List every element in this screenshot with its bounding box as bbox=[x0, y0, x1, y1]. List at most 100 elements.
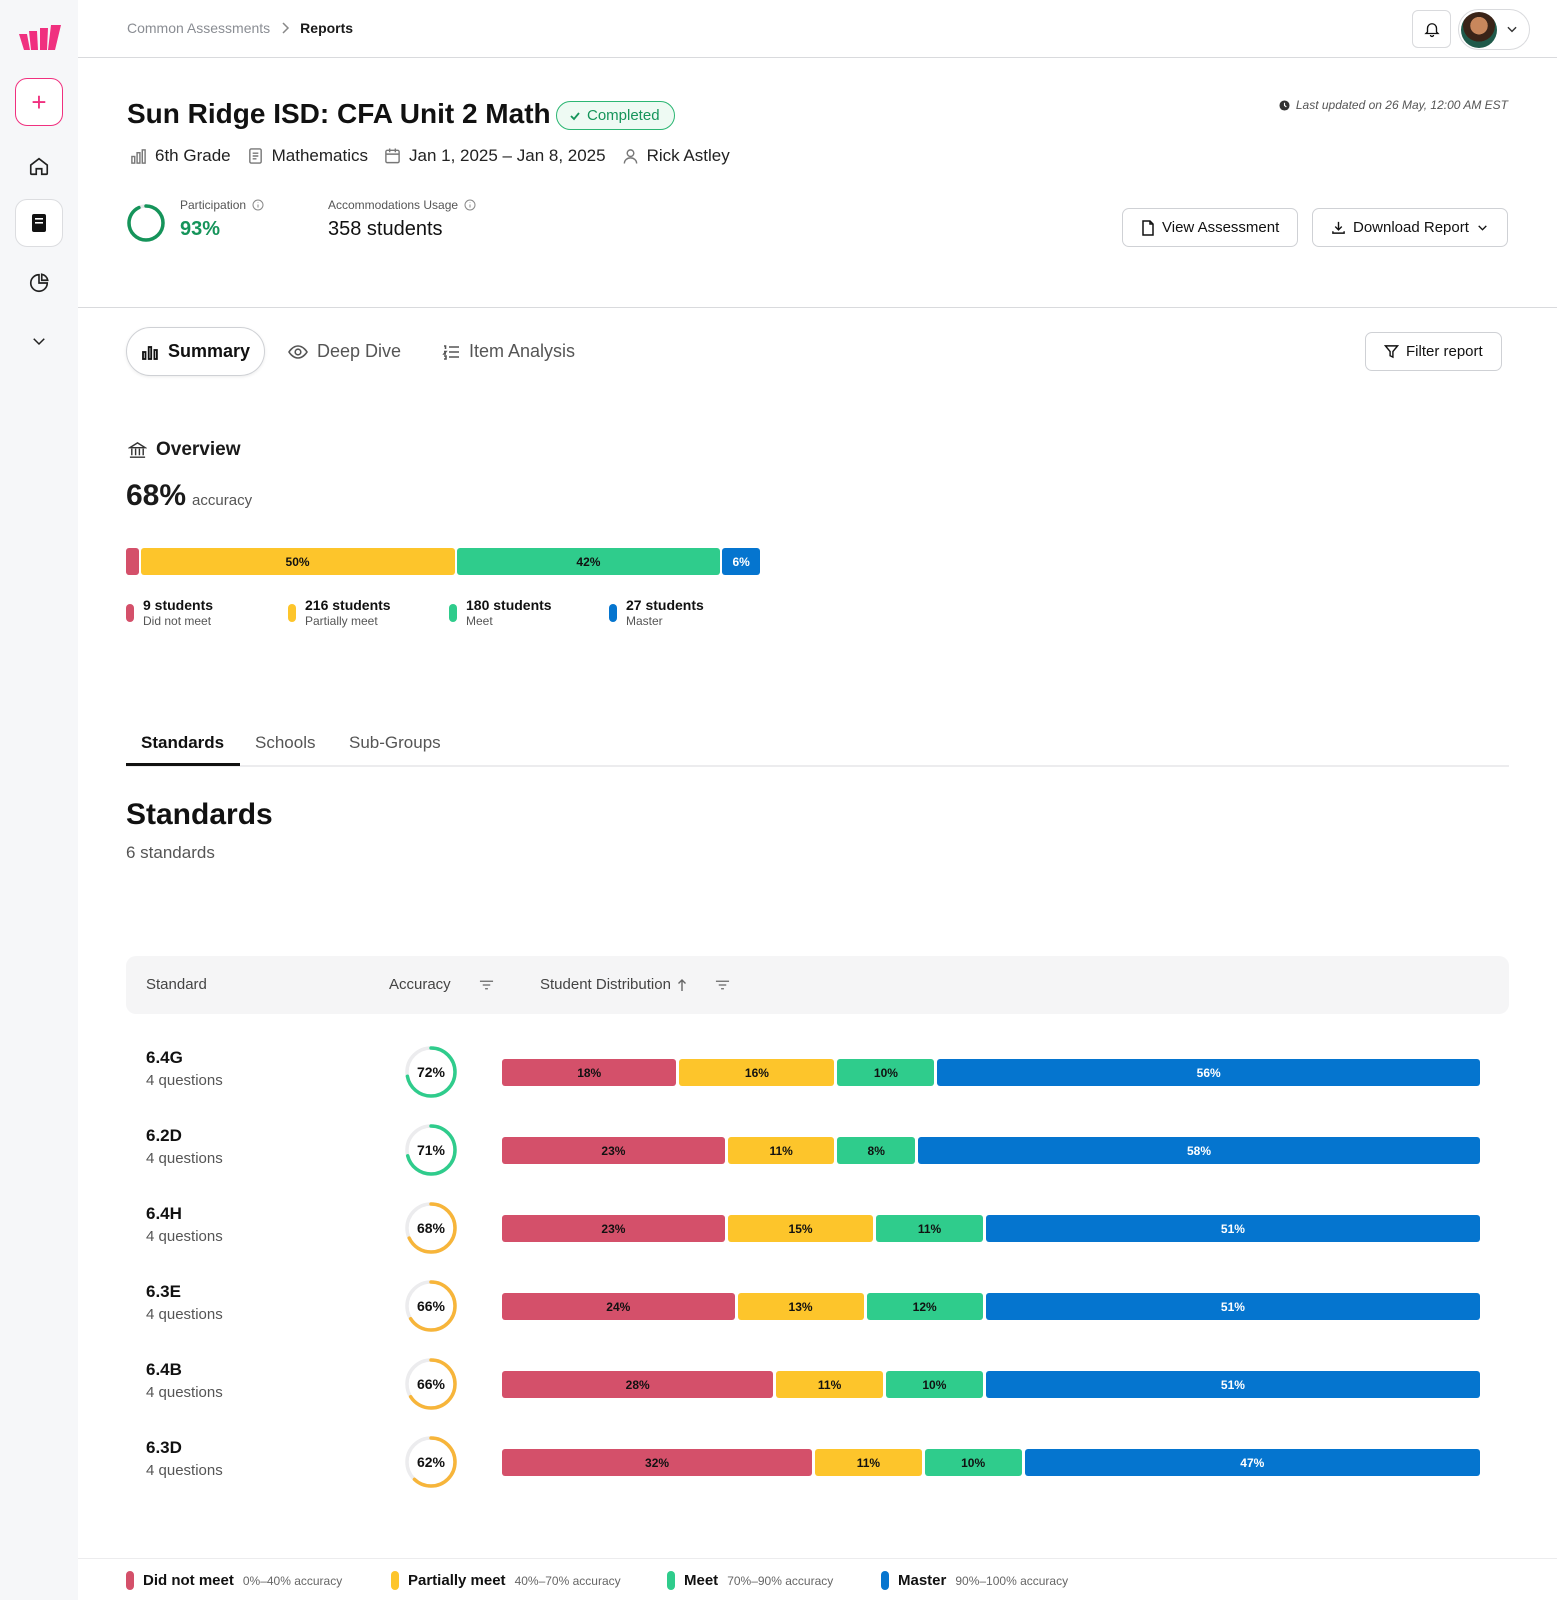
distribution-segment-master[interactable]: 47% bbox=[1024, 1449, 1481, 1476]
distribution-segment-partially-meet[interactable]: 11% bbox=[727, 1137, 835, 1164]
overview-segment-partially-meet[interactable]: 50% bbox=[140, 548, 455, 575]
overview-segment-master[interactable]: 6% bbox=[722, 548, 761, 575]
accuracy-value: 66% bbox=[416, 1298, 446, 1314]
table-row[interactable]: 6.3D 4 questions 62% 32% 11% 10% 47% bbox=[126, 1425, 1509, 1503]
breadcrumb: Common Assessments Reports bbox=[127, 20, 353, 36]
overview-title-text: Overview bbox=[156, 439, 241, 460]
grade-bars-icon bbox=[131, 148, 146, 164]
filter-report-label: Filter report bbox=[1406, 343, 1483, 360]
distribution-segment-did-not-meet[interactable]: 32% bbox=[502, 1449, 813, 1476]
standard-questions: 4 questions bbox=[146, 1462, 223, 1479]
accuracy-ring bbox=[405, 1436, 457, 1488]
reports-pie-icon[interactable] bbox=[15, 259, 63, 307]
accuracy-ring bbox=[405, 1280, 457, 1332]
accuracy-ring bbox=[405, 1202, 457, 1254]
column-student-distribution[interactable]: Student Distribution bbox=[540, 976, 730, 993]
accuracy-ring-arc bbox=[405, 1046, 457, 1098]
tab-schools[interactable]: Schools bbox=[255, 733, 316, 752]
page-title: Sun Ridge ISD: CFA Unit 2 Math bbox=[127, 98, 551, 129]
distribution-segment-did-not-meet[interactable]: 18% bbox=[502, 1059, 677, 1086]
assessments-book-icon[interactable] bbox=[15, 199, 63, 247]
accuracy-ring-arc bbox=[405, 1436, 457, 1488]
accuracy-value: 71% bbox=[416, 1142, 446, 1158]
info-icon[interactable] bbox=[464, 199, 476, 211]
distribution-segment-did-not-meet[interactable]: 28% bbox=[502, 1371, 774, 1398]
brand-logo-icon[interactable] bbox=[19, 24, 61, 54]
sort-arrow-up-icon[interactable] bbox=[677, 978, 687, 992]
legend-label: Did not meet bbox=[143, 614, 212, 628]
legend-count: 216 students bbox=[305, 597, 391, 613]
filter-lines-icon[interactable] bbox=[479, 979, 494, 991]
tab-standards[interactable]: Standards bbox=[141, 733, 225, 752]
overview-segment-did-not-meet[interactable] bbox=[126, 548, 139, 575]
breadcrumb-current: Reports bbox=[300, 20, 354, 36]
distribution-segment-partially-meet[interactable]: 15% bbox=[727, 1215, 874, 1242]
distribution-segment-meet[interactable]: 10% bbox=[837, 1059, 935, 1086]
distribution-segment-master[interactable]: 51% bbox=[985, 1371, 1480, 1398]
distribution-segment-master[interactable]: 56% bbox=[937, 1059, 1481, 1086]
standard-name: 6.3D bbox=[146, 1438, 182, 1457]
distribution-segment-meet[interactable]: 12% bbox=[866, 1293, 983, 1320]
table-row[interactable]: 6.4B 4 questions 66% 28% 11% 10% 51% bbox=[126, 1347, 1509, 1425]
clock-icon bbox=[1279, 99, 1290, 111]
distribution-segment-did-not-meet[interactable]: 24% bbox=[502, 1293, 735, 1320]
view-assessment-button[interactable]: View Assessment bbox=[1122, 208, 1299, 247]
distribution-segment-master[interactable]: 58% bbox=[917, 1137, 1480, 1164]
table-row[interactable]: 6.2D 4 questions 71% 23% 11% 8% 58% bbox=[126, 1113, 1509, 1191]
table-header: Standard Accuracy Student Distribution bbox=[126, 956, 1509, 1014]
date-range-text: Jan 1, 2025 – Jan 8, 2025 bbox=[408, 146, 606, 165]
overview-segment-meet[interactable]: 42% bbox=[456, 548, 721, 575]
distribution-segment-partially-meet[interactable]: 11% bbox=[815, 1449, 922, 1476]
tab-item-analysis[interactable]: Item Analysis bbox=[442, 327, 575, 376]
accuracy-value: 68% bbox=[416, 1220, 446, 1236]
user-menu[interactable] bbox=[1458, 9, 1530, 50]
table-row[interactable]: 6.4G 4 questions 72% 18% 16% 10% 56% bbox=[126, 1035, 1509, 1113]
filter-lines-icon[interactable] bbox=[715, 979, 730, 991]
home-icon[interactable] bbox=[15, 142, 63, 190]
assessment-meta: 6th Grade Mathematics Jan 1, 2025 – Jan … bbox=[130, 146, 730, 166]
tab-sub-groups[interactable]: Sub-Groups bbox=[349, 733, 441, 752]
download-report-label: Download Report bbox=[1353, 219, 1469, 236]
accuracy-ring-arc bbox=[405, 1124, 457, 1176]
sidebar: + bbox=[0, 0, 78, 1600]
tab-deep-dive[interactable]: Deep Dive bbox=[288, 327, 401, 376]
author-text: Rick Astley bbox=[646, 146, 730, 165]
accuracy-ring-arc bbox=[405, 1280, 457, 1332]
info-icon[interactable] bbox=[252, 199, 264, 211]
distribution-segment-partially-meet[interactable]: 16% bbox=[679, 1059, 835, 1086]
standard-questions: 4 questions bbox=[146, 1228, 223, 1245]
filter-report-button[interactable]: Filter report bbox=[1365, 332, 1502, 371]
download-report-button[interactable]: Download Report bbox=[1312, 208, 1508, 247]
distribution-bar: 32% 11% 10% 47% bbox=[502, 1449, 1481, 1476]
standard-name: 6.4G bbox=[146, 1048, 183, 1067]
overview-accuracy: 68% accuracy bbox=[126, 479, 252, 513]
chevron-down-icon[interactable] bbox=[15, 317, 63, 365]
column-standard[interactable]: Standard bbox=[146, 976, 207, 993]
legend-master: 27 students Master bbox=[609, 597, 704, 628]
accuracy-value: 72% bbox=[416, 1064, 446, 1080]
standard-name: 6.4B bbox=[146, 1360, 182, 1379]
distribution-segment-did-not-meet[interactable]: 23% bbox=[502, 1137, 725, 1164]
distribution-segment-partially-meet[interactable]: 13% bbox=[737, 1293, 864, 1320]
distribution-segment-master[interactable]: 51% bbox=[985, 1293, 1480, 1320]
table-row[interactable]: 6.4H 4 questions 68% 23% 15% 11% 51% bbox=[126, 1191, 1509, 1269]
distribution-segment-meet[interactable]: 11% bbox=[876, 1215, 983, 1242]
distribution-segment-partially-meet[interactable]: 11% bbox=[776, 1371, 883, 1398]
breadcrumb-parent[interactable]: Common Assessments bbox=[127, 20, 271, 36]
tab-summary[interactable]: Summary bbox=[126, 327, 266, 376]
distribution-segment-did-not-meet[interactable]: 23% bbox=[502, 1215, 725, 1242]
notifications-button[interactable] bbox=[1412, 10, 1451, 48]
chevron-down-icon bbox=[1507, 26, 1517, 33]
table-row[interactable]: 6.3E 4 questions 66% 24% 13% 12% 51% bbox=[126, 1269, 1509, 1347]
institution-icon bbox=[128, 441, 147, 458]
check-icon bbox=[570, 111, 580, 120]
column-accuracy[interactable]: Accuracy bbox=[389, 976, 494, 993]
distribution-segment-meet[interactable]: 10% bbox=[885, 1371, 983, 1398]
distribution-segment-meet[interactable]: 10% bbox=[924, 1449, 1022, 1476]
create-button[interactable]: + bbox=[15, 78, 63, 126]
chevron-right-icon bbox=[282, 22, 290, 34]
distribution-bar: 23% 11% 8% 58% bbox=[502, 1137, 1480, 1164]
distribution-segment-meet[interactable]: 8% bbox=[837, 1137, 915, 1164]
distribution-segment-master[interactable]: 51% bbox=[985, 1215, 1480, 1242]
bell-icon bbox=[1423, 23, 1440, 38]
